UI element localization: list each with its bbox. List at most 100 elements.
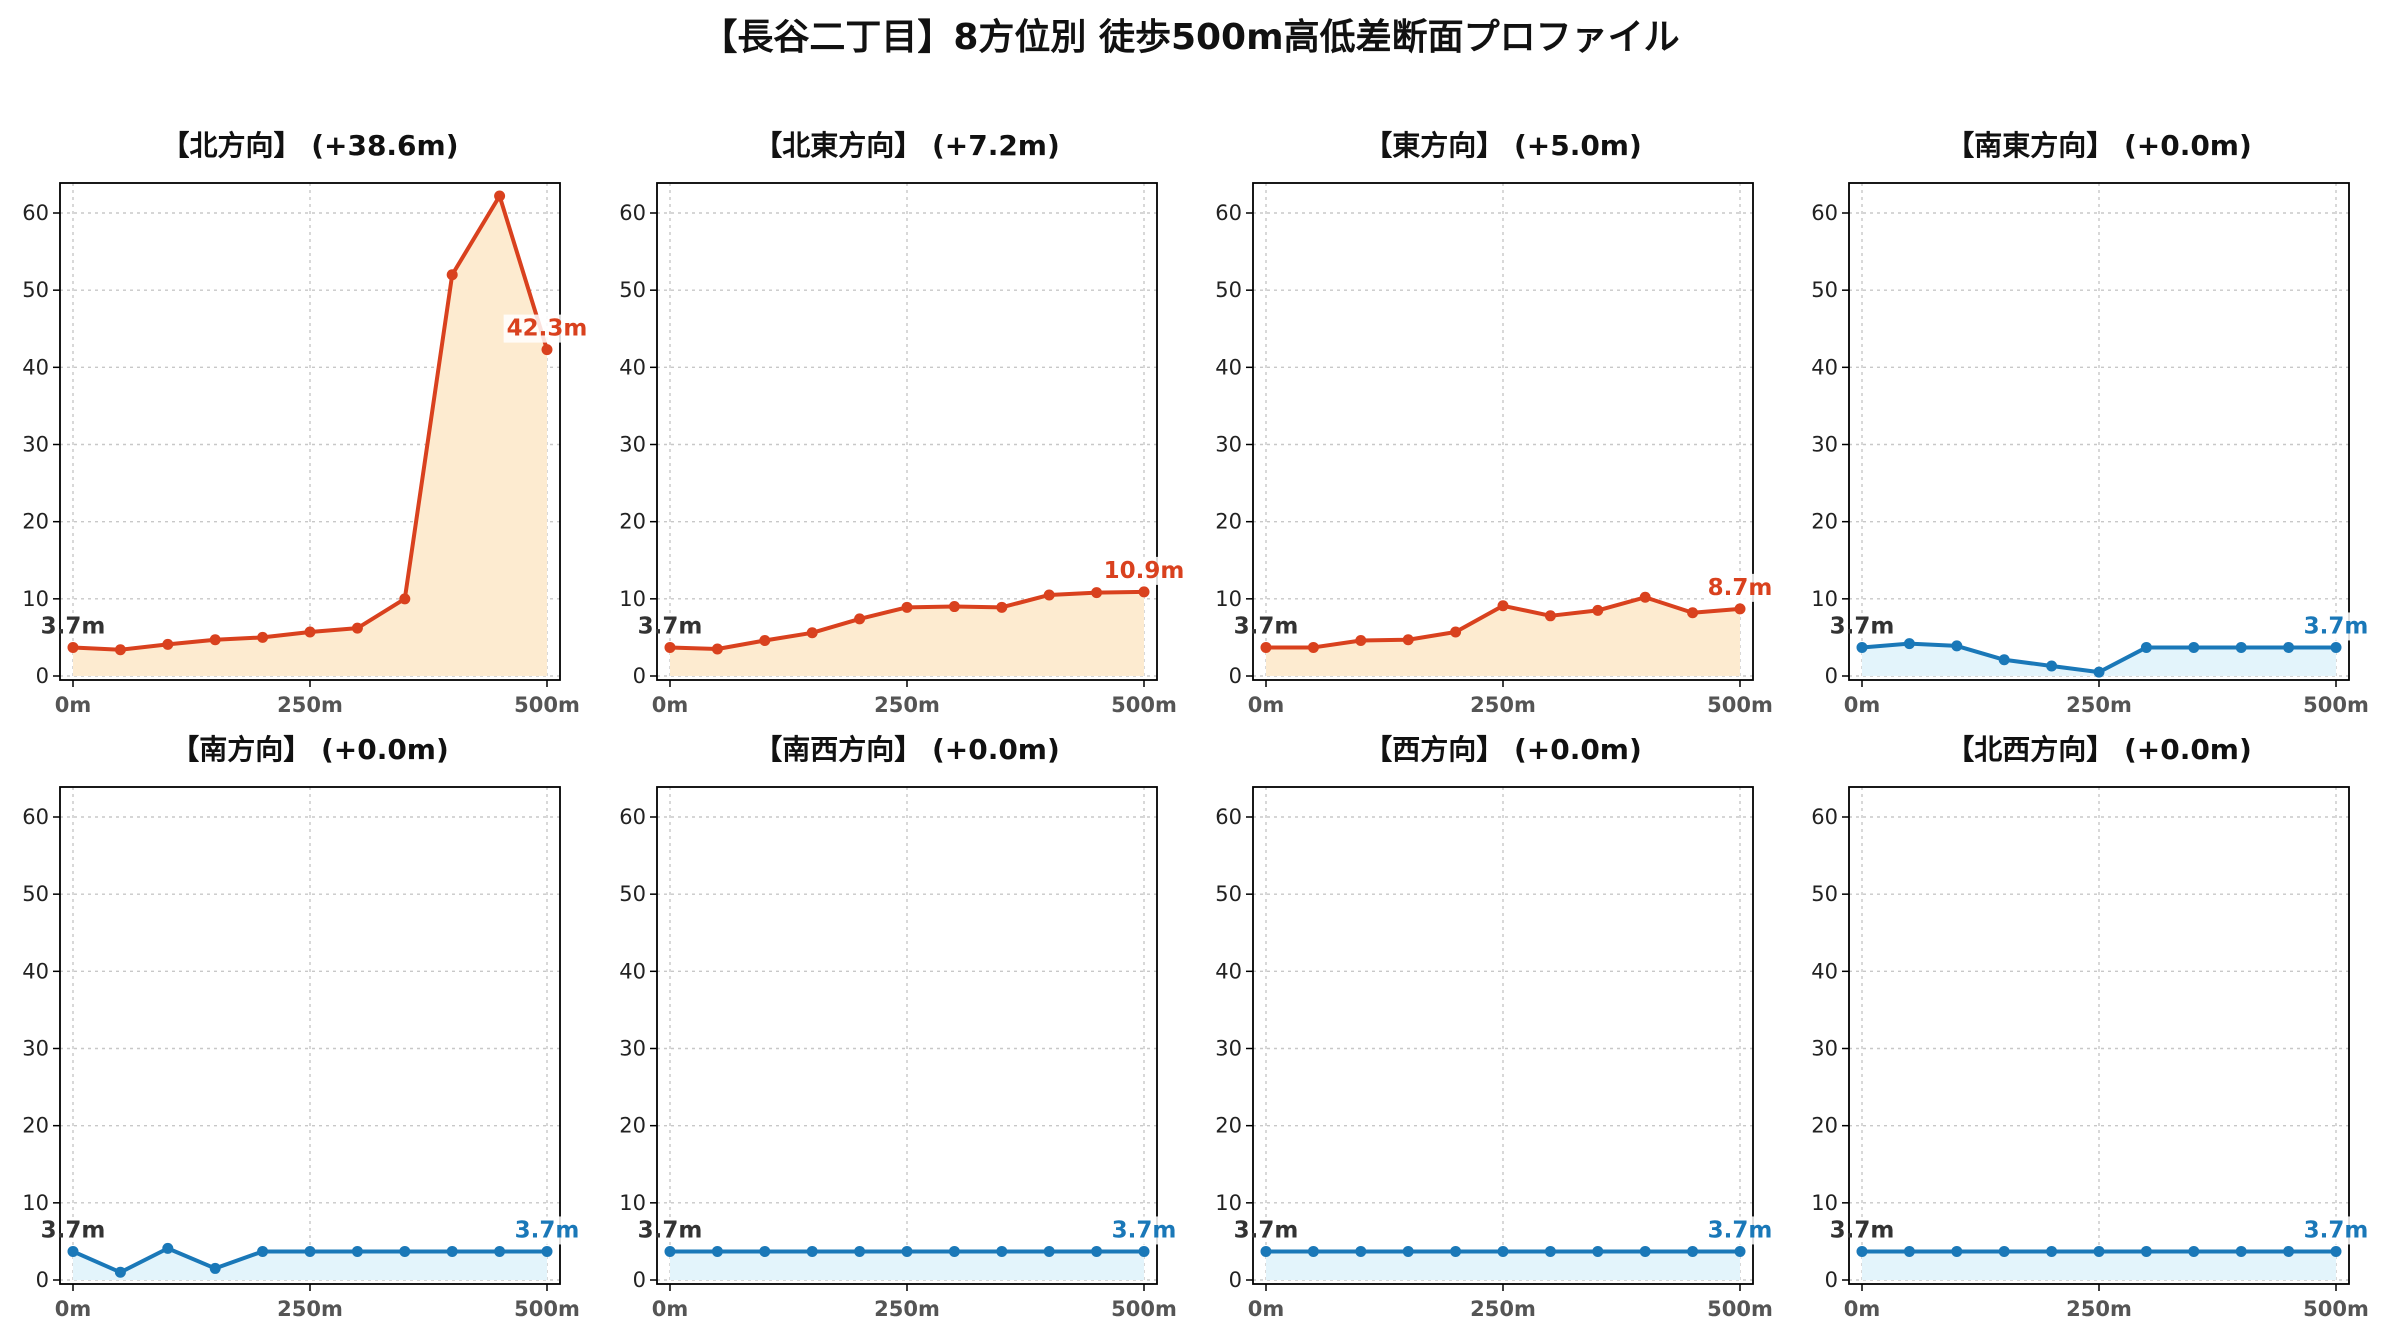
x-tick-label: 0m bbox=[1844, 1297, 1881, 1321]
x-tick-label: 250m bbox=[874, 1297, 940, 1321]
y-tick-label: 30 bbox=[619, 433, 646, 457]
x-tick-label: 250m bbox=[2066, 1297, 2132, 1321]
y-tick-label: 20 bbox=[1811, 1114, 1838, 1138]
data-point bbox=[806, 627, 818, 639]
data-point bbox=[1307, 641, 1319, 653]
y-tick-label: 40 bbox=[22, 355, 49, 379]
data-point bbox=[1260, 641, 1272, 653]
data-point bbox=[1450, 626, 1462, 638]
data-point bbox=[664, 641, 676, 653]
y-tick-label: 20 bbox=[22, 510, 49, 534]
end-label-background bbox=[2300, 1216, 2372, 1245]
y-tick-label: 30 bbox=[1215, 1037, 1242, 1061]
start-elevation-label: 3.7m bbox=[1830, 613, 1895, 639]
end-elevation-label: 8.7m bbox=[1708, 575, 1773, 601]
y-tick-label: 50 bbox=[22, 278, 49, 302]
data-point bbox=[1138, 586, 1150, 598]
y-tick-label: 30 bbox=[1811, 1037, 1838, 1061]
data-point bbox=[1687, 607, 1699, 619]
panel-4: 【南東方向】 (+0.0m) 0 10 20 30 40 50 60 0m 250m 500m 3.7… bbox=[1811, 129, 2372, 717]
y-tick-label: 40 bbox=[619, 959, 646, 983]
x-tick-label: 500m bbox=[2303, 693, 2369, 717]
data-point bbox=[446, 269, 458, 281]
y-tick-label: 30 bbox=[1811, 433, 1838, 457]
data-point bbox=[1998, 654, 2010, 666]
data-point bbox=[1903, 1245, 1915, 1257]
data-point bbox=[2188, 1245, 2200, 1257]
area-fill bbox=[1266, 1251, 1740, 1280]
y-tick-label: 50 bbox=[22, 882, 49, 906]
y-tick-label: 50 bbox=[619, 882, 646, 906]
x-tick-label: 0m bbox=[1248, 1297, 1285, 1321]
end-label-background bbox=[503, 314, 591, 343]
panel-6: 【南西方向】 (+0.0m) 0 10 20 30 40 50 60 0m 250m 500m 3.7… bbox=[619, 733, 1180, 1321]
data-point bbox=[948, 601, 960, 613]
data-point bbox=[257, 631, 269, 643]
figure-title: 【長谷二丁目】8方位別 徒歩500m高低差断面プロファイル bbox=[701, 17, 1680, 58]
data-point bbox=[1497, 600, 1509, 612]
data-point bbox=[209, 1262, 221, 1274]
x-tick-label: 500m bbox=[1707, 693, 1773, 717]
data-point bbox=[2283, 641, 2295, 653]
x-tick-label: 500m bbox=[2303, 1297, 2369, 1321]
y-tick-label: 50 bbox=[619, 278, 646, 302]
data-point bbox=[1450, 1245, 1462, 1257]
area-fill bbox=[1862, 643, 2336, 676]
data-point bbox=[2235, 1245, 2247, 1257]
panel-5: 【南方向】 (+0.0m) 0 10 20 30 40 50 60 0m 250m 500m 3.7m… bbox=[22, 733, 583, 1321]
data-point bbox=[806, 1245, 818, 1257]
y-tick-label: 40 bbox=[1811, 355, 1838, 379]
data-point bbox=[1856, 1245, 1868, 1257]
end-label-background bbox=[1108, 1216, 1180, 1245]
end-elevation-label: 3.7m bbox=[515, 1217, 580, 1243]
data-point bbox=[1544, 610, 1556, 622]
start-elevation-label: 3.7m bbox=[638, 613, 703, 639]
data-point bbox=[2235, 641, 2247, 653]
data-point bbox=[901, 1245, 913, 1257]
x-tick-label: 250m bbox=[277, 693, 343, 717]
start-elevation-label: 3.7m bbox=[1234, 1217, 1299, 1243]
x-tick-label: 0m bbox=[652, 693, 689, 717]
end-elevation-label: 42.3m bbox=[507, 316, 588, 342]
y-tick-label: 40 bbox=[619, 355, 646, 379]
data-point bbox=[494, 190, 506, 202]
data-point bbox=[162, 638, 174, 650]
y-tick-label: 20 bbox=[22, 1114, 49, 1138]
end-label-background bbox=[1704, 1216, 1776, 1245]
y-tick-label: 10 bbox=[22, 587, 49, 611]
data-point bbox=[67, 641, 79, 653]
data-point bbox=[1592, 1245, 1604, 1257]
data-point bbox=[711, 643, 723, 655]
data-point bbox=[1138, 1245, 1150, 1257]
y-tick-label: 10 bbox=[1811, 1191, 1838, 1215]
x-tick-label: 0m bbox=[55, 1297, 92, 1321]
x-tick-label: 0m bbox=[652, 1297, 689, 1321]
panel-title: 【南東方向】 (+0.0m) bbox=[1946, 129, 2252, 162]
y-tick-label: 60 bbox=[1215, 805, 1242, 829]
x-tick-label: 250m bbox=[874, 693, 940, 717]
data-point bbox=[1639, 1245, 1651, 1257]
data-point bbox=[114, 644, 126, 656]
y-tick-label: 60 bbox=[22, 805, 49, 829]
y-tick-label: 60 bbox=[619, 201, 646, 225]
panel-title: 【北東方向】 (+7.2m) bbox=[754, 129, 1060, 162]
data-point bbox=[1856, 641, 1868, 653]
start-elevation-label: 3.7m bbox=[1234, 613, 1299, 639]
data-point bbox=[2140, 1245, 2152, 1257]
area-fill bbox=[1862, 1251, 2336, 1280]
data-point bbox=[2093, 1245, 2105, 1257]
data-point bbox=[494, 1245, 506, 1257]
data-point bbox=[1355, 1245, 1367, 1257]
panel-7: 【西方向】 (+0.0m) 0 10 20 30 40 50 60 0m 250m 500m 3.7m… bbox=[1215, 733, 1776, 1321]
y-tick-label: 10 bbox=[619, 587, 646, 611]
y-tick-label: 40 bbox=[1215, 959, 1242, 983]
y-tick-label: 50 bbox=[1811, 278, 1838, 302]
data-point bbox=[948, 1245, 960, 1257]
y-tick-label: 0 bbox=[1825, 664, 1838, 688]
data-point bbox=[446, 1245, 458, 1257]
y-tick-label: 10 bbox=[22, 1191, 49, 1215]
data-point bbox=[664, 1245, 676, 1257]
x-tick-label: 500m bbox=[1111, 1297, 1177, 1321]
y-tick-label: 50 bbox=[1811, 882, 1838, 906]
